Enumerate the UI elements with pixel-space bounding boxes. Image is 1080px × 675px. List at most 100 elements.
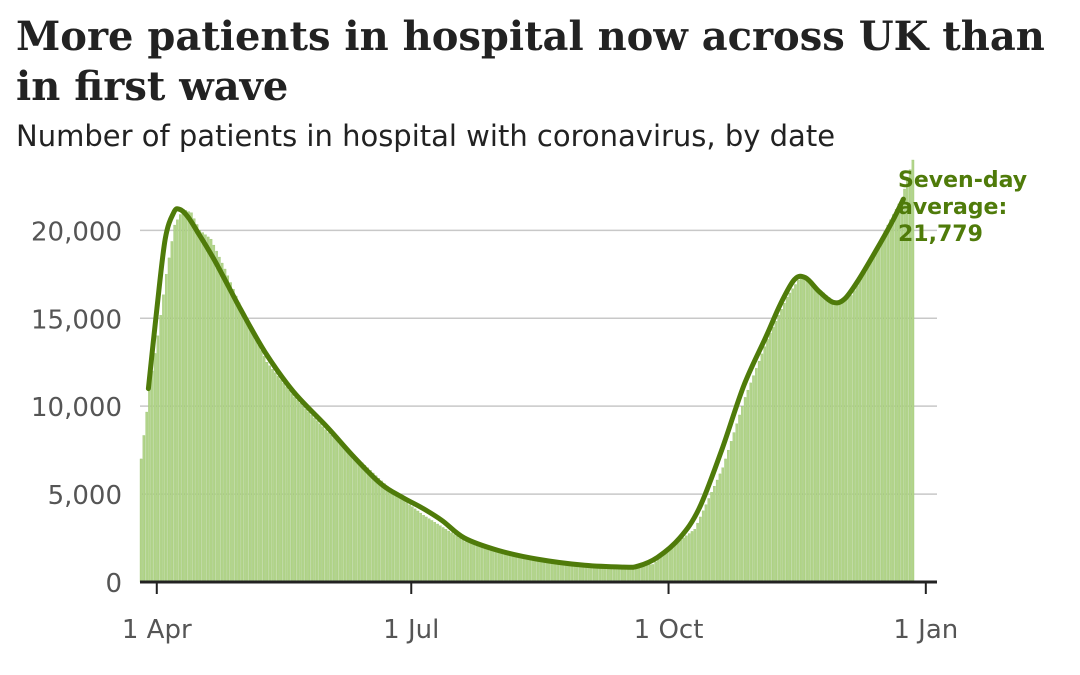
daily-bar — [257, 344, 260, 583]
daily-bar — [397, 496, 400, 583]
daily-bar — [573, 564, 576, 583]
daily-bar — [598, 566, 601, 583]
daily-bar — [783, 303, 786, 583]
daily-bar — [483, 547, 487, 583]
daily-bar — [718, 473, 722, 583]
daily-bar — [341, 444, 344, 583]
daily-bar — [433, 522, 436, 583]
daily-bar — [167, 257, 171, 583]
daily-bar — [576, 565, 579, 583]
daily-bar — [794, 284, 797, 583]
daily-bar — [662, 553, 666, 583]
seven-day-average-line-group — [145, 196, 906, 570]
daily-bar — [841, 300, 845, 583]
y-axis-ticks: 0 5,000 10,000 15,000 20,000 — [31, 217, 122, 599]
daily-bar — [615, 567, 618, 583]
daily-bar — [486, 548, 490, 583]
daily-bar — [797, 280, 800, 583]
daily-bar — [894, 209, 898, 583]
daily-bar — [640, 565, 643, 583]
daily-bar — [542, 561, 546, 583]
daily-bar — [265, 362, 269, 583]
daily-bar — [861, 276, 864, 583]
daily-bar — [492, 550, 495, 583]
daily-bar — [713, 486, 716, 583]
daily-bar — [464, 541, 467, 583]
daily-bar — [752, 375, 755, 583]
daily-bar — [179, 214, 182, 583]
daily-bar — [394, 493, 397, 583]
daily-bar — [587, 566, 590, 583]
daily-bar — [570, 564, 574, 583]
daily-bar — [402, 500, 406, 583]
daily-bar — [472, 544, 476, 583]
daily-bar — [425, 516, 428, 583]
daily-bar — [209, 238, 213, 583]
daily-bar — [743, 397, 747, 583]
daily-bar — [531, 559, 534, 583]
daily-bar — [385, 486, 389, 583]
daily-bar — [206, 236, 210, 583]
daily-bar — [788, 292, 792, 583]
daily-bar — [338, 442, 341, 583]
daily-bar — [369, 470, 372, 583]
daily-bar — [592, 566, 596, 583]
daily-bar — [195, 224, 199, 583]
daily-bar — [304, 408, 308, 583]
daily-bar — [153, 353, 157, 583]
daily-bar — [481, 546, 484, 583]
x-axis-ticks: 1 Apr 1 Jul 1 Oct 1 Jan — [122, 582, 958, 645]
daily-bar — [377, 478, 381, 583]
daily-bar — [802, 277, 806, 583]
daily-bar — [419, 512, 422, 583]
daily-bar — [145, 411, 148, 583]
chart-title: More patients in hospital now across UK … — [16, 13, 1045, 110]
daily-bar — [374, 475, 378, 583]
daily-bar — [687, 533, 691, 583]
daily-bar — [564, 563, 568, 583]
daily-bar — [738, 414, 741, 583]
daily-bar — [234, 295, 238, 583]
daily-bar — [360, 462, 364, 583]
daily-bar — [240, 309, 244, 583]
x-tick-label: 1 Oct — [634, 615, 704, 645]
daily-bar — [268, 365, 271, 583]
daily-bar — [648, 564, 652, 583]
daily-bar — [411, 506, 414, 583]
daily-bar — [556, 562, 560, 583]
daily-bar — [665, 551, 669, 583]
daily-bar — [321, 426, 325, 583]
annotation-line: 21,779 — [898, 222, 983, 247]
daily-bar — [601, 566, 604, 583]
daily-bar — [229, 282, 232, 583]
daily-bar — [581, 565, 585, 583]
daily-bar — [676, 541, 680, 583]
daily-bar — [366, 467, 369, 583]
daily-bar — [618, 567, 621, 583]
daily-bar — [690, 531, 694, 583]
daily-bar — [735, 423, 738, 583]
annotation-line: average: — [898, 195, 1007, 220]
daily-bar — [872, 255, 876, 583]
daily-bar — [500, 552, 504, 583]
daily-bar — [729, 441, 733, 583]
daily-bar — [218, 256, 221, 583]
daily-bar — [771, 327, 775, 583]
daily-bar — [886, 224, 890, 583]
daily-bar — [830, 299, 834, 583]
daily-bar — [506, 553, 509, 583]
y-tick-label: 15,000 — [31, 305, 122, 335]
daily-bar — [822, 292, 825, 583]
daily-bar — [808, 282, 811, 583]
daily-bar — [503, 553, 506, 583]
daily-bar — [243, 315, 246, 583]
daily-bar — [824, 294, 828, 583]
daily-bar — [357, 460, 361, 583]
daily-bar — [724, 458, 727, 583]
daily-bar — [176, 219, 179, 583]
daily-bar — [785, 296, 789, 583]
daily-bar — [279, 379, 283, 583]
daily-bar — [511, 555, 515, 583]
x-tick-label: 1 Apr — [122, 615, 192, 645]
